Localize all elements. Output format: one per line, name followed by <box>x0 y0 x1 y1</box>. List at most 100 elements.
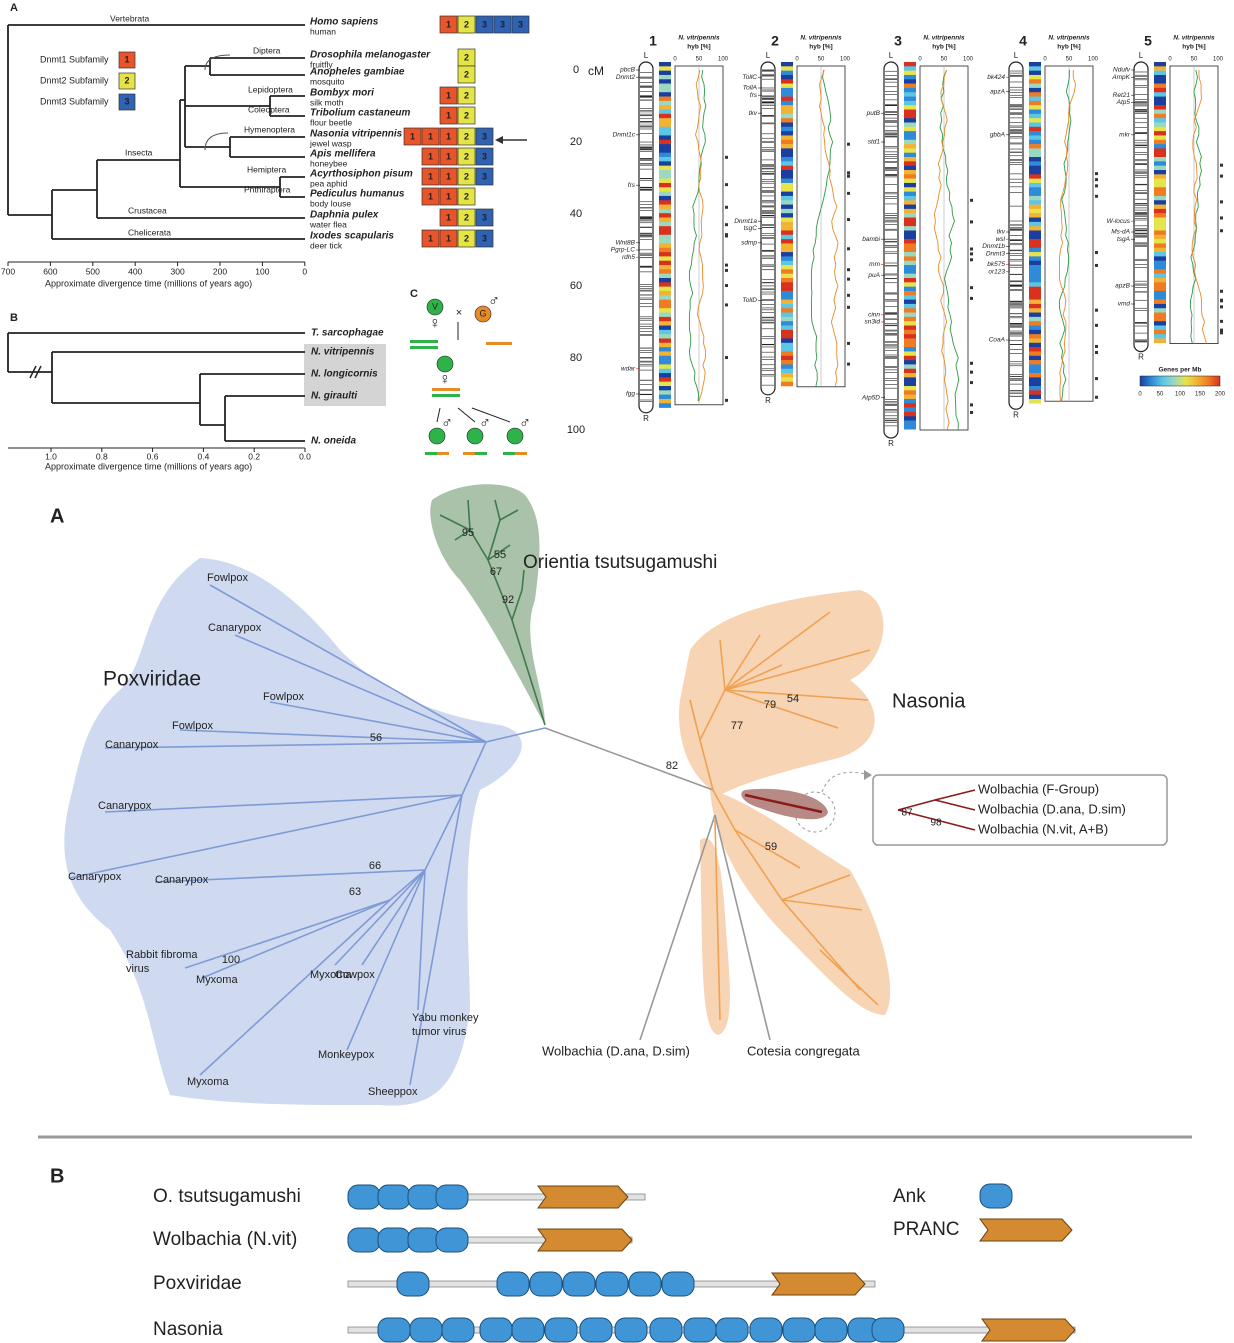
marker-dot <box>1220 216 1223 220</box>
tree-branch <box>499 509 519 521</box>
axis-tick-label: 600 <box>43 266 57 276</box>
tree-branch <box>409 794 463 1086</box>
tree-branch <box>154 869 426 883</box>
legend-tick: 200 <box>1215 392 1226 398</box>
dnmt-box <box>439 229 458 248</box>
density-cell <box>1029 195 1041 201</box>
legend-label: PRANC <box>893 1219 960 1240</box>
bootstrap: 82 <box>666 760 678 772</box>
density-cell <box>781 122 793 128</box>
density-cell <box>904 135 916 141</box>
dnmt-box <box>457 167 476 186</box>
ank-domain <box>407 1227 441 1253</box>
gene-label: wdar <box>621 366 636 373</box>
leaf-label: Fowlpox <box>207 572 248 584</box>
species-common: fruitfly <box>310 59 333 69</box>
gene-label: AmpK <box>1111 74 1130 81</box>
tree-branch <box>104 741 487 749</box>
gene-label: sn3id <box>864 319 880 326</box>
panel-label: A <box>10 2 18 14</box>
legend-label: Ank <box>893 1186 926 1207</box>
cross-arrow <box>436 407 441 423</box>
plot-tick: 50 <box>696 57 703 63</box>
marker-dot <box>970 286 973 290</box>
density-cell <box>781 303 793 309</box>
density-cell <box>904 157 916 162</box>
ank-domain <box>715 1317 749 1343</box>
cross-arrow <box>457 407 476 423</box>
ank-domain <box>649 1317 683 1343</box>
marker-dot <box>725 284 728 288</box>
density-cell <box>781 265 793 270</box>
density-cell <box>1154 191 1166 197</box>
dnmt-box <box>475 147 494 166</box>
density-cell <box>904 312 916 318</box>
density-cell <box>904 174 916 179</box>
tree-branch <box>269 701 487 743</box>
density-cell <box>1154 295 1166 300</box>
density-cell <box>904 200 916 205</box>
inset-branch <box>934 799 976 811</box>
inset-leaf: Wolbachia (D.ana, D.sim) <box>978 801 1126 816</box>
bootstrap: 98 <box>930 818 942 829</box>
density-cell <box>781 290 793 296</box>
tree-branch <box>724 689 839 729</box>
density-cell <box>781 377 793 382</box>
density-cell <box>1154 105 1166 110</box>
density-cell <box>904 66 916 71</box>
dnmt-box-label: 2 <box>464 171 469 181</box>
marker-dot <box>725 263 728 267</box>
density-cell <box>904 74 916 80</box>
genome-bar <box>475 452 487 455</box>
sex-symbol: ♂ <box>441 415 453 432</box>
density-cell <box>1029 187 1041 192</box>
leaf-label: Myxoma <box>187 1076 229 1088</box>
chromosome <box>1133 61 1149 353</box>
density-cell <box>659 234 671 240</box>
wasp-offspring <box>436 355 454 373</box>
dnmt-box-label: 2 <box>464 110 469 120</box>
gene-label: Dnmt3 <box>986 250 1006 257</box>
density-cell <box>904 148 916 153</box>
density-cell <box>1154 239 1166 244</box>
tree-branch <box>234 634 487 743</box>
genome-bar <box>410 346 438 349</box>
legend-box-label: 2 <box>124 75 129 85</box>
density-cell <box>1029 126 1041 132</box>
dnmt-box <box>475 208 494 227</box>
density-cell <box>904 87 916 93</box>
density-cell <box>1029 161 1041 166</box>
bootstrap: 54 <box>787 693 799 705</box>
axis-tick-label: 0.6 <box>147 451 159 461</box>
ank-domain <box>628 1271 662 1297</box>
density-cell <box>904 182 916 188</box>
density-cell <box>1154 152 1166 158</box>
density-cell <box>781 131 793 136</box>
orientia-blob <box>430 484 545 725</box>
density-cell <box>1029 303 1041 309</box>
dnmt-box-label: 1 <box>446 151 451 161</box>
density-cell <box>1154 269 1166 274</box>
marker-dot <box>725 183 728 187</box>
dnmt-box <box>439 106 458 125</box>
ank-domain <box>435 1227 469 1253</box>
species-name: Ixodes scapularis <box>310 231 394 242</box>
gene-label: sdmp <box>741 240 757 247</box>
density-cell <box>659 355 671 361</box>
tree-branch <box>724 634 761 691</box>
density-cell <box>904 126 916 132</box>
marker-dot <box>847 218 850 222</box>
marker-dot <box>1095 395 1098 399</box>
leaf-label: Myxoma <box>196 974 238 986</box>
marker-dot <box>1095 263 1098 267</box>
dnmt-box <box>475 229 494 248</box>
dnmt-box-label: 1 <box>446 233 451 243</box>
ank-domain <box>409 1317 443 1343</box>
clade-label: Diptera <box>253 45 281 55</box>
axis-title: Approximate divergence time (millions of… <box>45 278 252 288</box>
gene-label: Wnt8B <box>615 240 635 247</box>
density-cell <box>1029 182 1041 188</box>
gene-label: vmd <box>1118 301 1131 308</box>
density-cell <box>1029 135 1041 141</box>
density-cell <box>904 92 916 97</box>
